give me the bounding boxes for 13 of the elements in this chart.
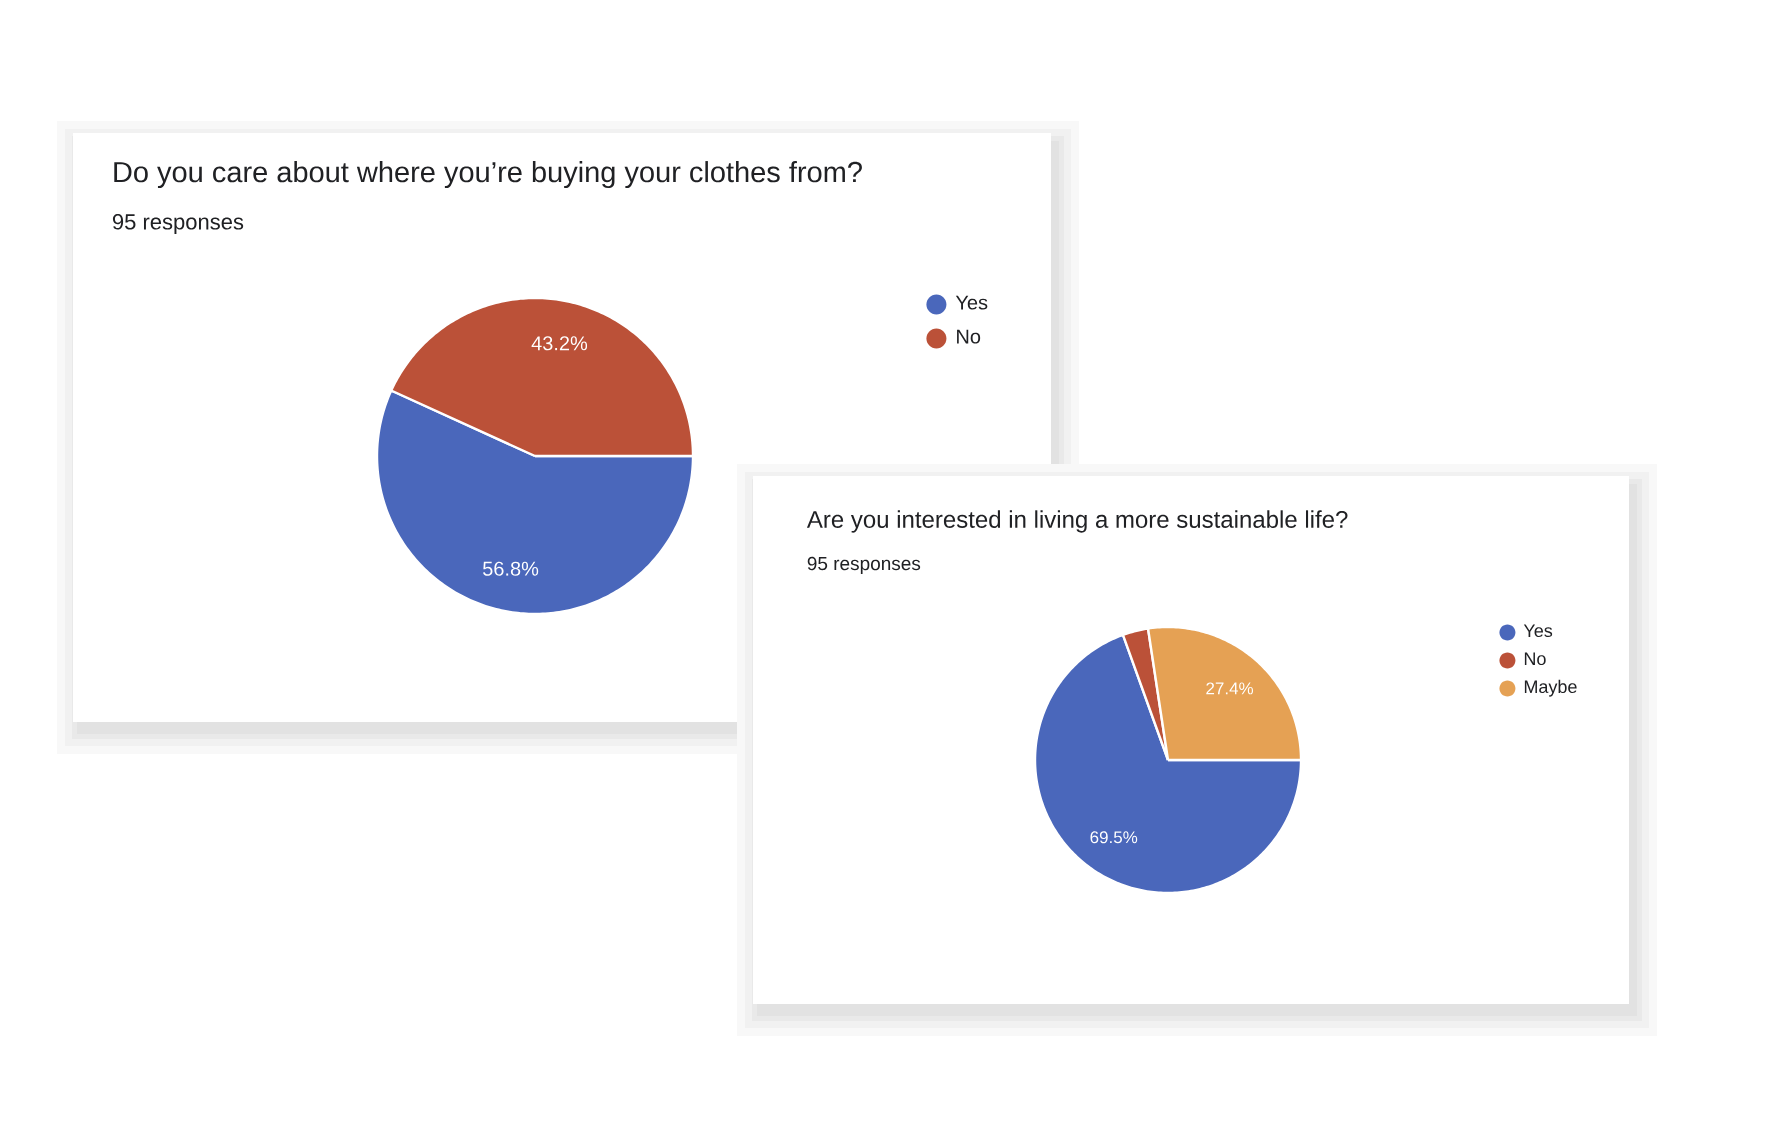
legend-label: No [957,329,981,344]
chart-title: Do you care about where you’re buying your clothes from? [114,161,862,189]
legend-label: Maybe [1524,679,1577,697]
data-label: 27.4% [1206,682,1254,695]
legend-label: Yes [1523,624,1553,638]
chart-title: Are you interested in living a more sustainable life? [806,510,1348,533]
legend-label: No [1524,652,1546,666]
data-label: 43.2% [531,336,588,351]
text: 95 responses [807,556,921,574]
text: 95 responses [112,214,244,234]
legend-label: Yes [955,295,988,310]
data-label: 69.5% [1090,831,1138,844]
data-label: 56.8% [483,561,539,576]
